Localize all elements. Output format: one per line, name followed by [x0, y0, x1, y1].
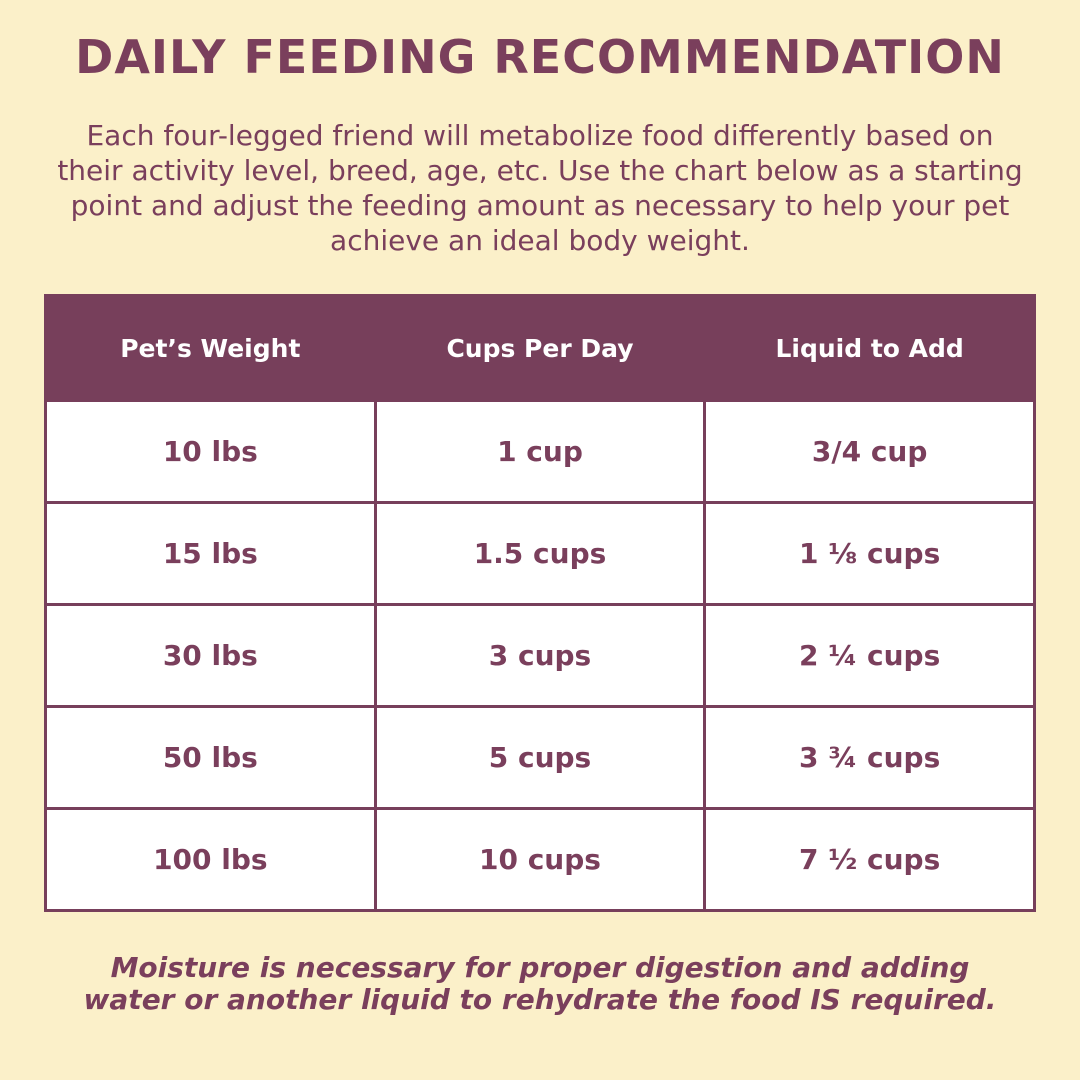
moisture-note: Moisture is necessary for proper digesti…	[40, 952, 1040, 1016]
table-row: 15 lbs 1.5 cups 1 ⅛ cups	[44, 501, 1036, 606]
liquid-to-add-cell: 3 ¾ cups	[703, 705, 1036, 810]
table-row: 30 lbs 3 cups 2 ¼ cups	[44, 603, 1036, 708]
feeding-table-container: Pet’s Weight Cups Per Day Liquid to Add …	[44, 294, 1036, 912]
table-row: 50 lbs 5 cups 3 ¾ cups	[44, 705, 1036, 810]
column-header-pet-weight: Pet’s Weight	[44, 294, 377, 402]
intro-paragraph: Each four-legged friend will metabolize …	[57, 119, 1023, 257]
cups-per-day-cell: 1 cup	[373, 399, 707, 504]
pet-weight-cell: 15 lbs	[44, 501, 377, 606]
liquid-to-add-cell: 1 ⅛ cups	[703, 501, 1036, 606]
moisture-note-line-1: Moisture is necessary for proper digesti…	[110, 951, 970, 984]
cups-per-day-cell: 1.5 cups	[373, 501, 707, 606]
feeding-table: Pet’s Weight Cups Per Day Liquid to Add …	[44, 294, 1036, 912]
pet-weight-cell: 10 lbs	[44, 399, 377, 504]
page-title: DAILY FEEDING RECOMMENDATION	[75, 30, 1005, 84]
column-header-cups-per-day: Cups Per Day	[373, 294, 707, 402]
pet-weight-cell: 50 lbs	[44, 705, 377, 810]
cups-per-day-cell: 3 cups	[373, 603, 707, 708]
liquid-to-add-cell: 2 ¼ cups	[703, 603, 1036, 708]
table-row: 100 lbs 10 cups 7 ½ cups	[44, 807, 1036, 912]
moisture-note-line-2: water or another liquid to rehydrate the…	[83, 983, 997, 1016]
column-header-liquid-to-add: Liquid to Add	[703, 294, 1036, 402]
cups-per-day-cell: 5 cups	[373, 705, 707, 810]
pet-weight-cell: 30 lbs	[44, 603, 377, 708]
liquid-to-add-cell: 7 ½ cups	[703, 807, 1036, 912]
table-header-row: Pet’s Weight Cups Per Day Liquid to Add	[44, 294, 1036, 402]
liquid-to-add-cell: 3/4 cup	[703, 399, 1036, 504]
table-row: 10 lbs 1 cup 3/4 cup	[44, 399, 1036, 504]
pet-weight-cell: 100 lbs	[44, 807, 377, 912]
cups-per-day-cell: 10 cups	[373, 807, 707, 912]
